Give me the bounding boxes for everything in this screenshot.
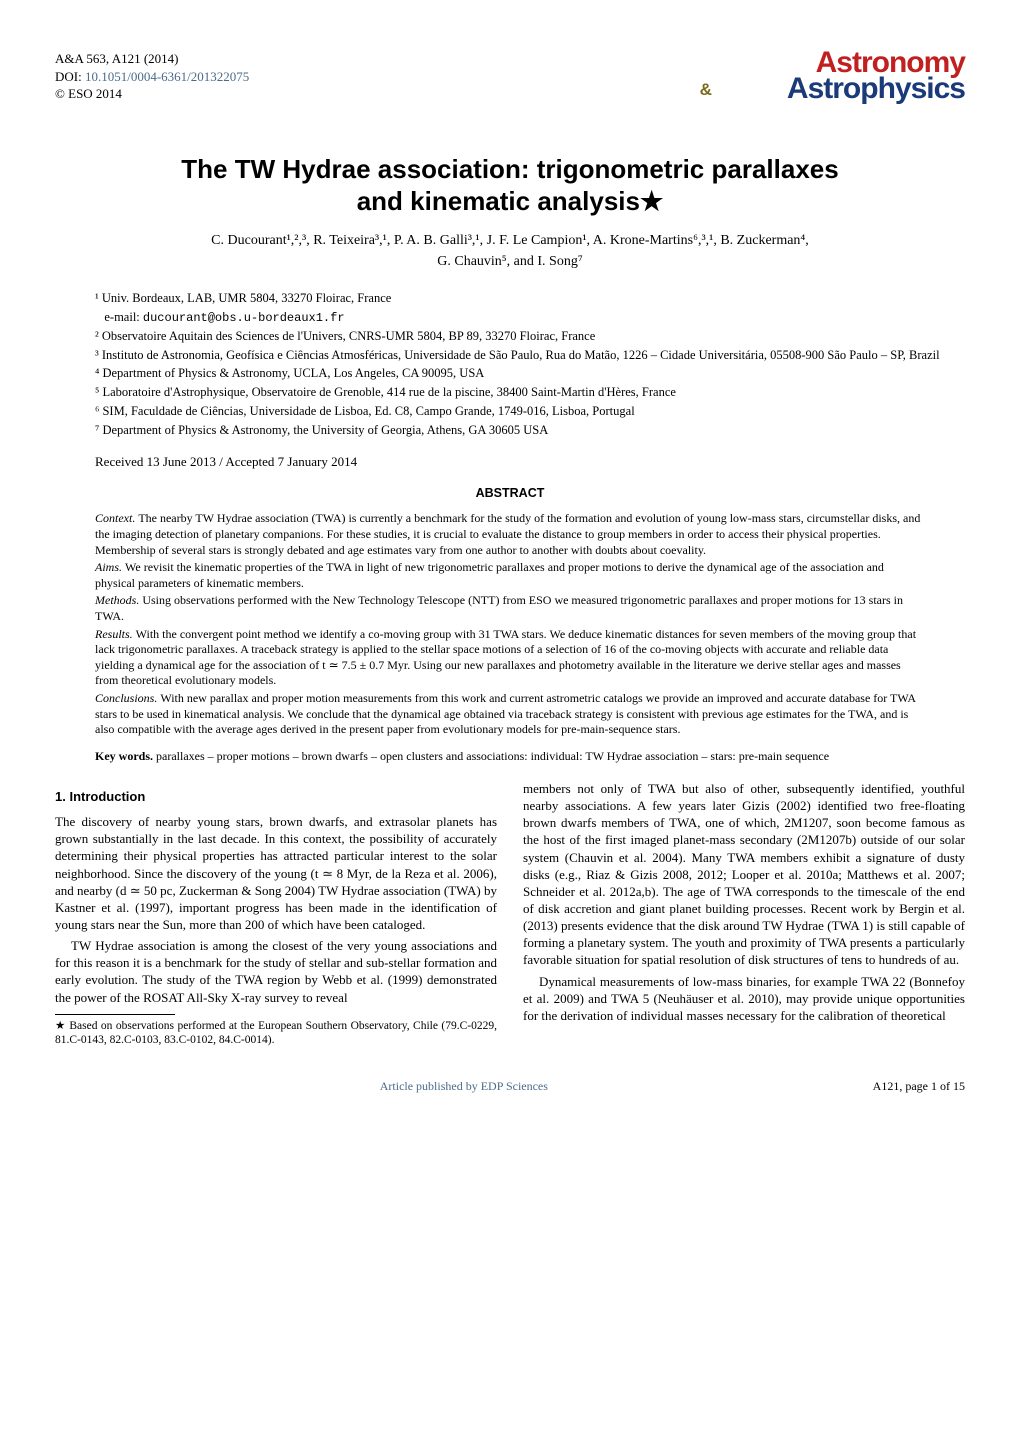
header-left: A&A 563, A121 (2014) DOI: 10.1051/0004-6… bbox=[55, 50, 249, 103]
abstract-results: With the convergent point method we iden… bbox=[95, 627, 916, 688]
affiliations: ¹ Univ. Bordeaux, LAB, UMR 5804, 33270 F… bbox=[95, 290, 965, 439]
affiliation-email: e-mail: ducourant@obs.u-bordeaux1.fr bbox=[95, 309, 965, 326]
affiliation-7: ⁷ Department of Physics & Astronomy, the… bbox=[95, 422, 965, 439]
methods-label: Methods. bbox=[95, 593, 142, 607]
page-header: A&A 563, A121 (2014) DOI: 10.1051/0004-6… bbox=[55, 50, 965, 103]
footnote-separator bbox=[55, 1014, 175, 1015]
abstract-body: Context. The nearby TW Hydrae associatio… bbox=[95, 511, 925, 737]
abstract-context: The nearby TW Hydrae association (TWA) i… bbox=[95, 511, 920, 556]
logo-ampersand: & bbox=[700, 80, 712, 99]
footnote-star: ★ Based on observations performed at the… bbox=[55, 1019, 497, 1048]
aims-label: Aims. bbox=[95, 560, 125, 574]
affiliation-4: ⁴ Department of Physics & Astronomy, UCL… bbox=[95, 365, 965, 382]
right-para-2: Dynamical measurements of low-mass binar… bbox=[523, 973, 965, 1024]
left-column: 1. Introduction The discovery of nearby … bbox=[55, 780, 497, 1048]
section-1-header: 1. Introduction bbox=[55, 788, 497, 805]
footer-center[interactable]: Article published by EDP Sciences bbox=[380, 1078, 548, 1094]
right-column: members not only of TWA but also of othe… bbox=[523, 780, 965, 1048]
intro-para-1: The discovery of nearby young stars, bro… bbox=[55, 813, 497, 933]
email-address[interactable]: ducourant@obs.u-bordeaux1.fr bbox=[143, 311, 345, 325]
affiliation-2: ² Observatoire Aquitain des Sciences de … bbox=[95, 328, 965, 345]
title-line-2: and kinematic analysis★ bbox=[357, 186, 664, 216]
page-footer: Article published by EDP Sciences A121, … bbox=[55, 1078, 965, 1094]
keywords-block: Key words. parallaxes – proper motions –… bbox=[95, 748, 925, 764]
abstract-conclusions: With new parallax and proper motion meas… bbox=[95, 691, 915, 736]
doi-label: DOI: bbox=[55, 69, 85, 84]
context-label: Context. bbox=[95, 511, 138, 525]
right-para-1: members not only of TWA but also of othe… bbox=[523, 780, 965, 969]
doi-link[interactable]: 10.1051/0004-6361/201322075 bbox=[85, 69, 249, 84]
body-columns: 1. Introduction The discovery of nearby … bbox=[55, 780, 965, 1048]
journal-logo: Astronomy &Astrophysics bbox=[775, 50, 965, 101]
paper-title: The TW Hydrae association: trigonometric… bbox=[55, 153, 965, 218]
results-label: Results. bbox=[95, 627, 136, 641]
conclusions-label: Conclusions. bbox=[95, 691, 160, 705]
affiliation-1: ¹ Univ. Bordeaux, LAB, UMR 5804, 33270 F… bbox=[95, 290, 965, 307]
title-line-1: The TW Hydrae association: trigonometric… bbox=[181, 154, 838, 184]
journal-ref: A&A 563, A121 (2014) bbox=[55, 50, 249, 68]
logo-astrophysics: Astrophysics bbox=[787, 72, 965, 105]
authors-line-2: G. Chauvin⁵, and I. Song⁷ bbox=[437, 254, 582, 269]
copyright: © ESO 2014 bbox=[55, 85, 249, 103]
doi-line: DOI: 10.1051/0004-6361/201322075 bbox=[55, 68, 249, 86]
affiliation-5: ⁵ Laboratoire d'Astrophysique, Observato… bbox=[95, 384, 965, 401]
intro-para-2: TW Hydrae association is among the close… bbox=[55, 937, 497, 1006]
authors: C. Ducourant¹,²,³, R. Teixeira³,¹, P. A.… bbox=[55, 230, 965, 272]
affiliation-3: ³ Instituto de Astronomia, Geofísica e C… bbox=[95, 347, 965, 364]
footer-right: A121, page 1 of 15 bbox=[873, 1078, 965, 1094]
authors-line-1: C. Ducourant¹,²,³, R. Teixeira³,¹, P. A.… bbox=[211, 233, 809, 248]
keywords-label: Key words. bbox=[95, 749, 153, 763]
keywords-text: parallaxes – proper motions – brown dwar… bbox=[156, 749, 829, 763]
received-accepted: Received 13 June 2013 / Accepted 7 Janua… bbox=[95, 453, 965, 471]
abstract-aims: We revisit the kinematic properties of t… bbox=[95, 560, 884, 590]
affiliation-6: ⁶ SIM, Faculdade de Ciências, Universida… bbox=[95, 403, 965, 420]
abstract-methods: Using observations performed with the Ne… bbox=[95, 593, 903, 623]
abstract-header: ABSTRACT bbox=[55, 485, 965, 502]
